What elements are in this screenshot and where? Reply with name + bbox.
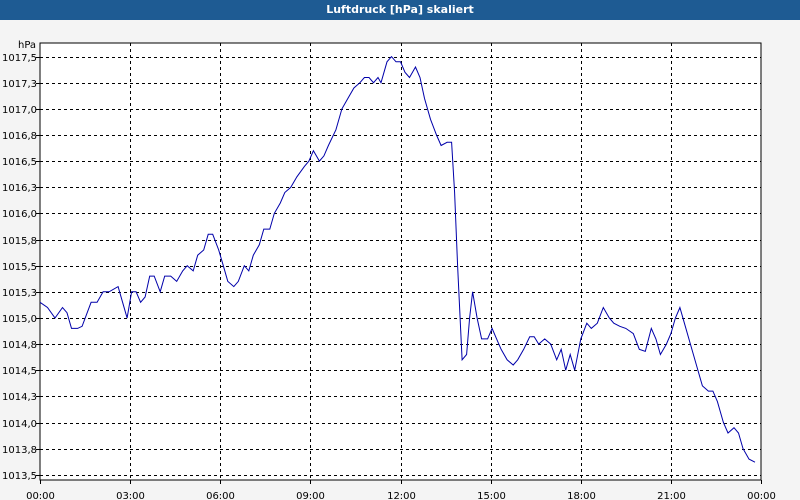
pressure-chart: 1013,5 1013,8 1014,0 1014,3 1014,5 1014,8 1015… bbox=[2, 40, 776, 500]
y-tick-label: 1015,5 bbox=[2, 262, 37, 273]
x-tick-time-label: 00:00 bbox=[26, 491, 55, 500]
pressure-series-line bbox=[39, 55, 756, 463]
y-tick-label: 1016,0 bbox=[2, 209, 37, 220]
x-axis-ticks: 00:0010.02.1503:0010.02.1506:0010.02.150… bbox=[26, 480, 776, 500]
x-tick-time-label: 00:00 bbox=[747, 491, 776, 500]
y-tick-label: 1017,5 bbox=[2, 53, 37, 64]
y-tick-label: 1016,3 bbox=[2, 183, 37, 194]
y-tick-label: 1015,3 bbox=[2, 288, 37, 299]
y-tick-label: 1014,3 bbox=[2, 392, 37, 403]
grid-lines bbox=[40, 43, 761, 480]
x-tick-time-label: 21:00 bbox=[657, 491, 686, 500]
y-tick-label: 1014,8 bbox=[2, 340, 37, 351]
y-tick-label: 1014,5 bbox=[2, 366, 37, 377]
y-tick-label: 1013,8 bbox=[2, 445, 37, 456]
x-tick-time-label: 15:00 bbox=[477, 491, 506, 500]
x-tick-time-label: 03:00 bbox=[116, 491, 145, 500]
chart-title: Luftdruck [hPa] skaliert bbox=[0, 0, 800, 20]
y-tick-label: 1017,0 bbox=[2, 105, 37, 116]
y-tick-label: 1015,8 bbox=[2, 236, 37, 247]
x-tick-time-label: 12:00 bbox=[387, 491, 416, 500]
y-tick-label: 1016,8 bbox=[2, 131, 37, 142]
plot-area bbox=[39, 42, 762, 481]
x-tick-time-label: 06:00 bbox=[206, 491, 235, 500]
y-tick-label: 1017,3 bbox=[2, 79, 37, 90]
y-axis-unit-label: hPa bbox=[18, 40, 36, 51]
y-tick-label: 1016,5 bbox=[2, 157, 37, 168]
y-tick-label: 1013,5 bbox=[2, 471, 37, 482]
y-axis-ticks: 1013,5 1013,8 1014,0 1014,3 1014,5 1014,8 1015… bbox=[2, 53, 40, 482]
y-tick-label: 1014,0 bbox=[2, 419, 37, 430]
x-tick-time-label: 09:00 bbox=[296, 491, 325, 500]
y-tick-label: 1015,0 bbox=[2, 314, 37, 325]
x-tick-time-label: 18:00 bbox=[567, 491, 596, 500]
